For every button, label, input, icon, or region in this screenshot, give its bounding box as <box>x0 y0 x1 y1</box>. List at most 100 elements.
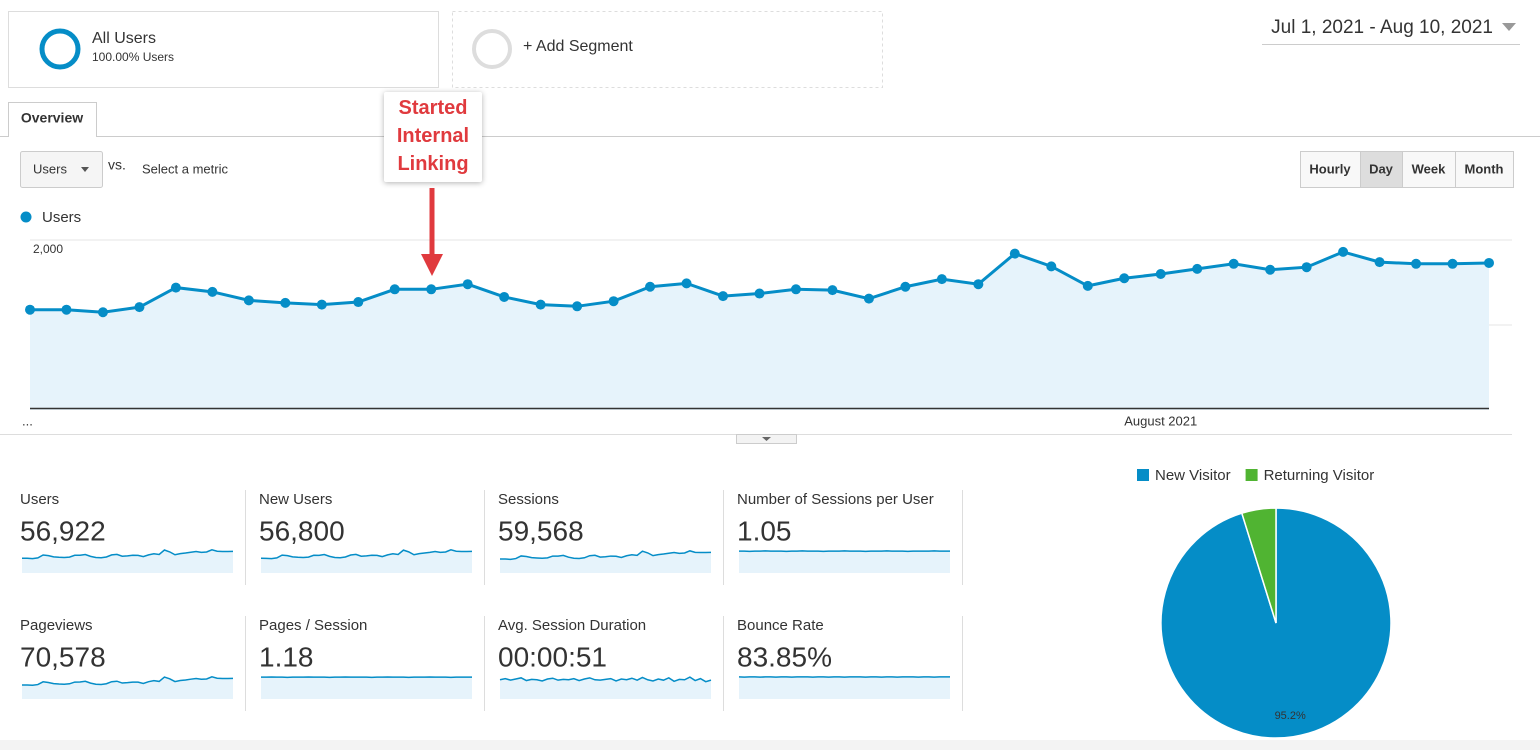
metric-dropdown[interactable] <box>20 151 103 188</box>
users-point[interactable] <box>243 295 254 306</box>
metric-value: 00:00:51 <box>498 641 607 672</box>
users-point[interactable] <box>499 291 510 302</box>
users-point[interactable] <box>134 302 145 313</box>
users-point[interactable] <box>790 284 801 295</box>
users-point[interactable] <box>426 284 437 295</box>
users-point[interactable] <box>535 299 546 310</box>
sparkline-area <box>22 676 233 699</box>
users-point[interactable] <box>1009 248 1020 259</box>
users-point[interactable] <box>1046 261 1057 272</box>
metric-value: 56,800 <box>259 515 345 546</box>
segment-detail: 100.00% Users <box>92 50 174 64</box>
granularity-label: Month <box>1465 161 1504 176</box>
metric-label: New Users <box>259 491 332 508</box>
users-point[interactable] <box>1082 280 1093 291</box>
granularity-button[interactable] <box>1402 151 1456 188</box>
pie-slice <box>1240 507 1277 624</box>
users-point[interactable] <box>353 297 364 308</box>
users-point[interactable] <box>1374 257 1385 268</box>
dropdown-caret <box>81 167 89 172</box>
metric-label: Avg. Session Duration <box>498 617 646 634</box>
users-point[interactable] <box>1411 258 1422 269</box>
metric-value: 1.05 <box>737 515 792 546</box>
legend-swatch <box>1137 469 1149 481</box>
users-point[interactable] <box>207 286 218 297</box>
metric-value: 56,922 <box>20 515 106 546</box>
users-point[interactable] <box>681 278 692 289</box>
tab-label[interactable]: Overview <box>21 110 83 126</box>
date-caret <box>1502 23 1516 31</box>
metric-label: Bounce Rate <box>737 617 824 634</box>
segment-card[interactable] <box>8 11 439 88</box>
add-segment-ring <box>472 29 512 69</box>
users-point[interactable] <box>754 288 765 299</box>
sparkline-area <box>739 676 950 699</box>
users-point[interactable] <box>645 281 656 292</box>
users-point[interactable] <box>389 284 400 295</box>
metric-dropdown-label: Users <box>33 161 67 176</box>
users-point[interactable] <box>97 307 108 318</box>
metric-label: Number of Sessions per User <box>737 491 934 508</box>
metric-label: Users <box>20 491 59 508</box>
users-point[interactable] <box>1265 264 1276 275</box>
legend-label: Users <box>42 209 81 226</box>
users-point[interactable] <box>718 291 729 302</box>
date-range[interactable]: Jul 1, 2021 - Aug 10, 2021 <box>1271 17 1493 38</box>
vs-label: vs. <box>108 157 126 173</box>
legend-dot <box>20 211 32 223</box>
users-point[interactable] <box>1484 257 1494 268</box>
metric-label: Pageviews <box>20 617 93 634</box>
sparkline <box>21 675 234 687</box>
users-point[interactable] <box>1119 273 1130 284</box>
granularity-label: Week <box>1412 161 1446 176</box>
users-point[interactable] <box>863 293 874 304</box>
x-tick-label: ... <box>22 413 33 428</box>
users-point[interactable] <box>973 279 984 290</box>
y-tick-label: 2,000 <box>33 242 63 256</box>
granularity-button[interactable] <box>1455 151 1514 188</box>
users-point[interactable] <box>25 304 35 315</box>
metric-value: 70,578 <box>20 641 106 672</box>
metric-value: 59,568 <box>498 515 584 546</box>
toggle-caret <box>762 437 771 441</box>
users-point[interactable] <box>316 299 327 310</box>
legend-label: Returning Visitor <box>1264 467 1375 484</box>
select-metric[interactable]: Select a metric <box>142 161 228 176</box>
users-point[interactable] <box>280 297 291 308</box>
sparkline-area <box>261 549 472 573</box>
sparkline-area <box>500 677 711 699</box>
users-point[interactable] <box>900 281 911 292</box>
sparkline-area <box>261 676 472 699</box>
users-point[interactable] <box>462 279 473 290</box>
add-segment-card[interactable] <box>452 11 883 88</box>
users-point[interactable] <box>1228 258 1239 269</box>
users-point[interactable] <box>1301 262 1312 273</box>
granularity-label: Day <box>1369 161 1394 176</box>
users-point[interactable] <box>572 301 583 312</box>
users-point[interactable] <box>1155 269 1166 279</box>
tab-box[interactable] <box>8 102 97 137</box>
users-point[interactable] <box>936 274 947 285</box>
metric-value: 83.85% <box>737 641 832 672</box>
users-point[interactable] <box>170 282 181 293</box>
granularity-button[interactable] <box>1300 151 1361 188</box>
users-point[interactable] <box>1447 258 1458 269</box>
granularity-label: Hourly <box>1309 161 1351 176</box>
tab-gap <box>9 134 96 138</box>
sparkline <box>260 548 473 560</box>
sparkline-area <box>22 549 233 573</box>
users-point[interactable] <box>61 304 72 315</box>
users-point[interactable] <box>827 285 838 296</box>
sparkline <box>500 550 712 561</box>
users-point[interactable] <box>1338 246 1349 257</box>
users-area <box>30 251 1489 410</box>
segment-ring <box>39 28 81 70</box>
sparkline-area <box>739 550 950 573</box>
granularity-button[interactable] <box>1360 151 1403 188</box>
add-segment[interactable]: + Add Segment <box>523 38 633 55</box>
users-point[interactable] <box>608 296 619 307</box>
users-point[interactable] <box>1192 263 1203 274</box>
sparkline <box>22 548 234 560</box>
metric-value: 1.18 <box>259 641 314 672</box>
